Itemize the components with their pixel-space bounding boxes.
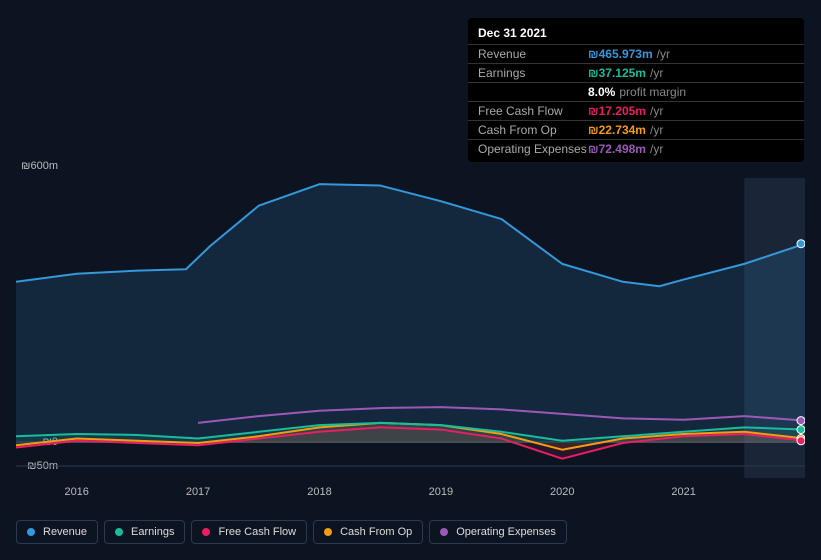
- series-end-marker: [797, 426, 805, 434]
- tooltip-row: Free Cash Flow₪17.205m/yr: [468, 101, 804, 120]
- tooltip-row: Operating Expenses₪72.498m/yr: [468, 139, 804, 158]
- x-axis-label: 2021: [671, 486, 695, 498]
- legend-dot-icon: [440, 528, 448, 536]
- legend-item[interactable]: Revenue: [16, 520, 98, 544]
- x-axis-label: 2018: [307, 486, 331, 498]
- tooltip-label: [478, 85, 588, 99]
- tooltip-unit: /yr: [650, 66, 663, 80]
- series-end-marker: [797, 240, 805, 248]
- tooltip-unit: /yr: [650, 142, 663, 156]
- hover-tooltip: Dec 31 2021 Revenue₪465.973m/yrEarnings₪…: [468, 18, 804, 162]
- tooltip-label: Free Cash Flow: [478, 104, 588, 118]
- legend-label: Cash From Op: [340, 526, 412, 538]
- x-axis-label: 2019: [429, 486, 453, 498]
- tooltip-unit: /yr: [657, 47, 670, 61]
- tooltip-row: Revenue₪465.973m/yr: [468, 44, 804, 63]
- legend-label: Earnings: [131, 526, 174, 538]
- legend-item[interactable]: Free Cash Flow: [191, 520, 307, 544]
- tooltip-value: ₪72.498m: [588, 142, 646, 156]
- legend-label: Revenue: [43, 526, 87, 538]
- series-end-marker: [797, 437, 805, 445]
- legend-item[interactable]: Earnings: [104, 520, 185, 544]
- tooltip-label: Earnings: [478, 66, 588, 80]
- tooltip-value: 8.0%: [588, 85, 615, 99]
- tooltip-value: ₪465.973m: [588, 47, 653, 61]
- legend-item[interactable]: Operating Expenses: [429, 520, 567, 544]
- tooltip-date: Dec 31 2021: [468, 22, 804, 44]
- y-axis-label: ₪600m: [8, 160, 58, 172]
- tooltip-value: ₪37.125m: [588, 66, 646, 80]
- x-axis-label: 2020: [550, 486, 574, 498]
- tooltip-unit: /yr: [650, 104, 663, 118]
- tooltip-unit: profit margin: [619, 85, 686, 99]
- legend-item[interactable]: Cash From Op: [313, 520, 423, 544]
- tooltip-value: ₪17.205m: [588, 104, 646, 118]
- x-axis-label: 2016: [64, 486, 88, 498]
- legend-dot-icon: [202, 528, 210, 536]
- tooltip-row: 8.0% profit margin: [468, 82, 804, 101]
- legend-dot-icon: [27, 528, 35, 536]
- tooltip-label: Operating Expenses: [478, 142, 588, 156]
- tooltip-label: Revenue: [478, 47, 588, 61]
- legend-label: Free Cash Flow: [218, 526, 296, 538]
- tooltip-row: Earnings₪37.125m/yr: [468, 63, 804, 82]
- legend-label: Operating Expenses: [456, 526, 556, 538]
- legend-dot-icon: [324, 528, 332, 536]
- tooltip-value: ₪22.734m: [588, 123, 646, 137]
- financials-chart[interactable]: [16, 178, 805, 478]
- tooltip-unit: /yr: [650, 123, 663, 137]
- series-end-marker: [797, 417, 805, 425]
- x-axis-label: 2017: [186, 486, 210, 498]
- legend-dot-icon: [115, 528, 123, 536]
- tooltip-row: Cash From Op₪22.734m/yr: [468, 120, 804, 139]
- tooltip-label: Cash From Op: [478, 123, 588, 137]
- legend: Revenue Earnings Free Cash Flow Cash From O…: [16, 520, 567, 544]
